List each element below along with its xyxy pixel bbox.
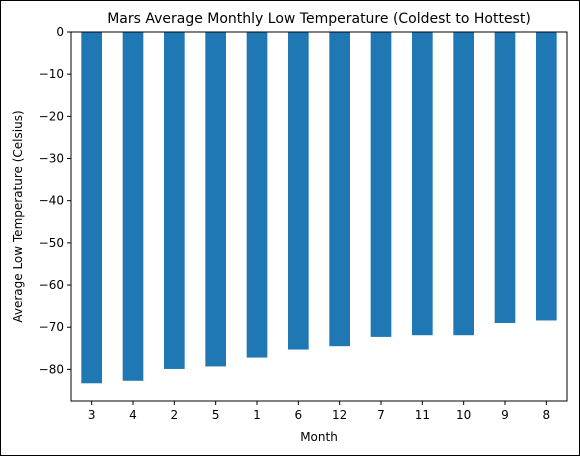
bar-month-3 <box>81 32 102 384</box>
y-tick-label: −50 <box>39 236 64 250</box>
y-tick-label: 0 <box>56 25 64 39</box>
bar-month-12 <box>329 32 350 347</box>
x-axis-ticks: 3 4 2 5 1 6 12 7 11 10 9 8 <box>88 401 550 422</box>
y-axis-ticks: 0 −10 −20 −30 −40 −50 −60 −70 −80 <box>39 25 71 376</box>
y-tick-label: −40 <box>39 194 64 208</box>
y-tick-label: −30 <box>39 152 64 166</box>
bar-month-6 <box>288 32 309 350</box>
bar-month-7 <box>370 32 392 337</box>
bar-month-11 <box>412 32 433 336</box>
x-tick-label: 9 <box>501 408 509 422</box>
bar-month-2 <box>164 32 185 369</box>
x-tick-label: 1 <box>253 408 261 422</box>
x-tick-label: 6 <box>295 408 303 422</box>
x-tick-label: 7 <box>377 408 385 422</box>
bar-month-4 <box>122 32 144 381</box>
bar-month-1 <box>246 32 268 358</box>
x-tick-label: 12 <box>332 408 347 422</box>
x-axis-label: Month <box>300 430 338 444</box>
bars-group <box>81 32 557 384</box>
bar-month-5 <box>205 32 226 367</box>
x-tick-label: 3 <box>88 408 96 422</box>
bar-month-8 <box>536 32 557 321</box>
y-tick-label: −80 <box>39 362 64 376</box>
x-tick-label: 2 <box>171 408 179 422</box>
x-tick-label: 11 <box>415 408 430 422</box>
y-tick-label: −60 <box>39 278 64 292</box>
x-tick-label: 4 <box>129 408 137 422</box>
y-axis-label: Average Low Temperature (Celsius) <box>11 110 25 322</box>
x-tick-label: 8 <box>543 408 551 422</box>
bar-month-9 <box>494 32 516 323</box>
y-tick-label: −10 <box>39 67 64 81</box>
y-tick-label: −20 <box>39 109 64 123</box>
y-tick-label: −70 <box>39 320 64 334</box>
bar-month-10 <box>453 32 474 336</box>
plot-area-frame <box>70 31 568 402</box>
chart-title: Mars Average Monthly Low Temperature (Co… <box>107 11 531 27</box>
x-tick-label: 5 <box>212 408 220 422</box>
x-tick-label: 10 <box>456 408 471 422</box>
